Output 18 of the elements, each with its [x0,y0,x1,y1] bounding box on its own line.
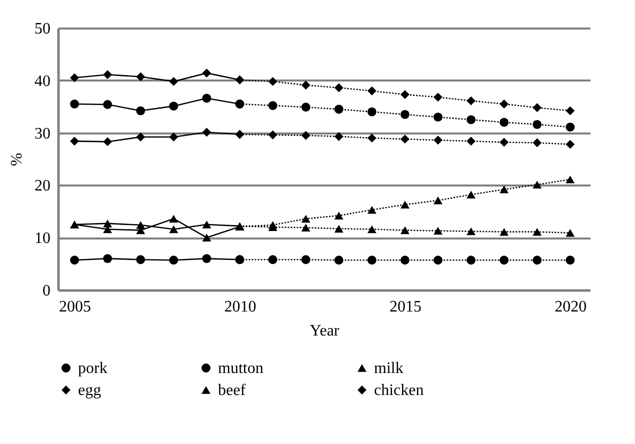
y-tick-label: 30 [34,125,50,142]
legend-label: chicken [374,382,424,399]
y-tick-label: 0 [42,282,50,300]
y-tick-label: 20 [34,178,50,195]
legend-label: milk [374,360,404,377]
x-tick-label: 2015 [389,298,422,316]
legend-label: egg [78,382,102,399]
x-tick-label: 2010 [224,298,256,316]
x-tick-label: 2020 [554,298,587,316]
legend-label: pork [78,360,108,377]
y-tick-label: 40 [34,72,50,90]
x-tick-label: 2005 [59,298,92,316]
legend-label: beef [218,382,246,399]
x-axis-title: Year [310,322,340,340]
y-tick-label: 50 [34,20,50,38]
y-tick-label: 10 [34,230,50,248]
y-axis-title: % [8,152,26,166]
legend-label: mutton [218,360,264,377]
